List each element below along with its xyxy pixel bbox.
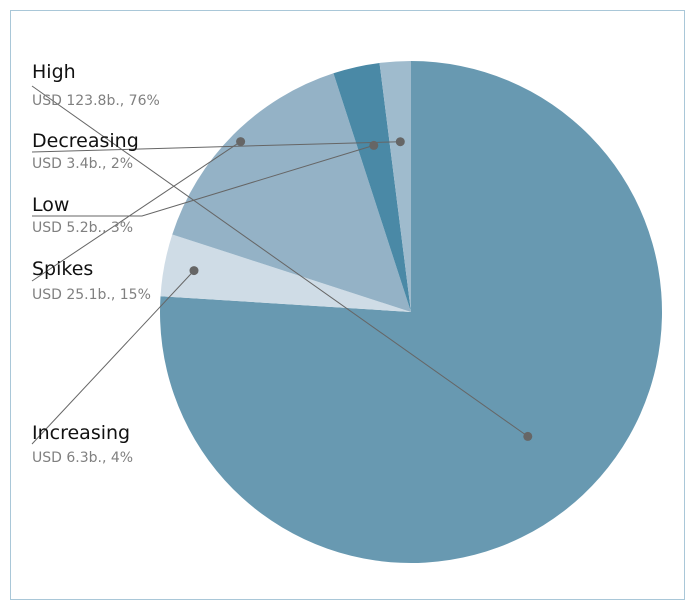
leader-line-low [32,144,374,217]
label-dot-decreasing [395,137,405,147]
slice-label-low: Low [32,194,69,216]
leader-line-increasing [31,270,195,445]
leader-line-spikes [31,141,241,282]
leader-line-decreasing [31,141,401,153]
slice-label-high: High [32,61,76,83]
slice-value-low: USD 5.2b., 3% [32,220,133,236]
pie-slice-spikes[interactable] [172,73,411,312]
slice-label-increasing: Increasing [32,422,130,444]
pie-slice-decreasing[interactable] [379,61,411,312]
label-dot-low [369,140,379,150]
pie-slice-high[interactable] [160,61,663,563]
slice-label-decreasing: Decreasing [32,130,139,152]
slice-labels: High USD 123.8b., 76% Increasing USD 6.3b.,… [31,61,533,466]
leader-line-high [31,85,529,437]
slice-value-decreasing: USD 3.4b., 2% [32,156,133,172]
slice-value-increasing: USD 6.3b., 4% [32,450,133,466]
label-dot-increasing [189,266,199,276]
slice-value-spikes: USD 25.1b., 15% [32,287,151,303]
label-dot-spikes [236,137,246,147]
slice-value-high: USD 123.8b., 76% [32,93,160,109]
pie-slice-increasing[interactable] [160,234,412,312]
slice-label-spikes: Spikes [32,258,93,280]
pie-slices [160,61,663,563]
pie-slice-low[interactable] [333,62,411,313]
label-dot-high [523,431,533,441]
